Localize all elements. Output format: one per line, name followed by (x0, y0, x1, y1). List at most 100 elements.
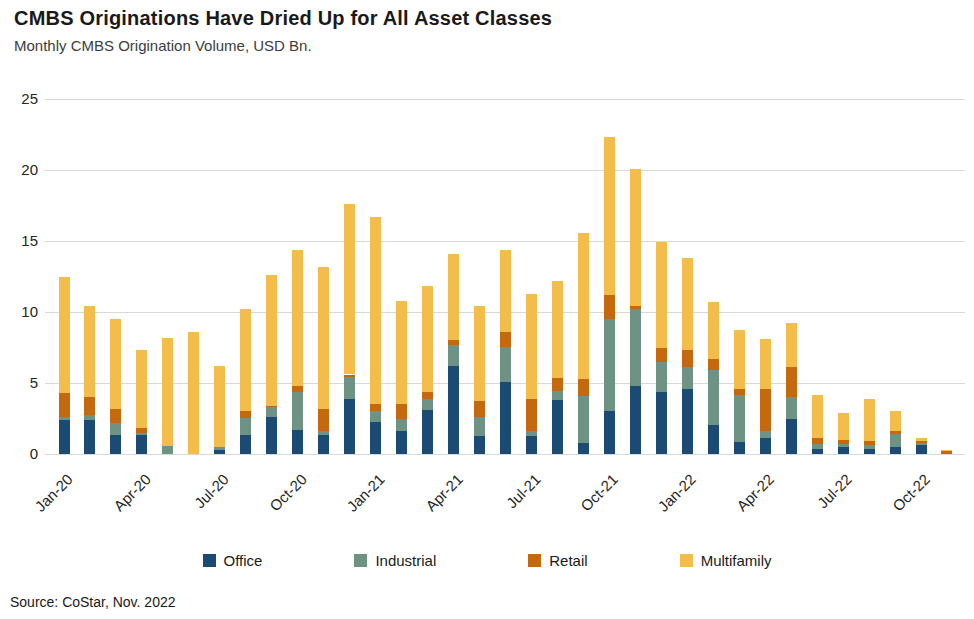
bar-Nov-21-multifamily (630, 169, 641, 306)
bar-Jun-21-office (500, 382, 511, 454)
bar-Sep-20-retail (266, 406, 277, 407)
bar-Aug-20-retail (240, 411, 251, 418)
bar-Jul-20-industrial (214, 447, 225, 450)
bar-Aug-20-office (240, 435, 251, 454)
bar-Jan-20-retail (59, 393, 70, 417)
legend-label-retail: Retail (549, 552, 587, 569)
x-tick-label-Apr-21: Apr-21 (422, 470, 466, 514)
bar-Aug-20-industrial (240, 418, 251, 435)
bar-Feb-21-multifamily (396, 301, 407, 404)
legend-label-multifamily: Multifamily (701, 552, 772, 569)
bar-Nov-22-retail (941, 451, 952, 454)
bar-Apr-21-retail (448, 340, 459, 345)
bar-Sep-22-industrial (890, 434, 901, 447)
bar-Oct-22-multifamily (916, 438, 927, 441)
bar-Feb-22-retail (708, 359, 719, 370)
bar-Jan-20-multifamily (59, 277, 70, 393)
bar-Oct-22-office (916, 445, 927, 454)
x-tick-label-Jan-22: Jan-22 (655, 470, 699, 514)
bar-Jan-21-industrial (370, 411, 381, 422)
bar-May-22-retail (786, 367, 797, 396)
bar-Dec-21-office (656, 392, 667, 454)
bar-Apr-22-office (760, 438, 771, 454)
bar-Aug-22-multifamily (864, 399, 875, 441)
x-tick-label-Oct-20: Oct-20 (266, 470, 310, 514)
legend-label-office: Office (224, 552, 263, 569)
bar-May-20-multifamily (162, 338, 173, 447)
bar-Jan-20-office (59, 420, 70, 454)
bar-Jun-22-office (812, 449, 823, 454)
bar-Apr-20-retail (136, 428, 147, 432)
bar-Mar-21-industrial (422, 399, 433, 410)
gridline-20 (45, 170, 965, 171)
bar-Mar-21-office (422, 410, 433, 454)
bar-Oct-21-retail (604, 295, 615, 319)
bar-Nov-21-retail (630, 306, 641, 310)
bar-Jul-22-office (838, 447, 849, 454)
bar-Jul-22-retail (838, 440, 849, 444)
x-tick-label-Apr-20: Apr-20 (110, 470, 154, 514)
bar-Feb-20-office (84, 420, 95, 454)
bar-Feb-22-industrial (708, 370, 719, 425)
bar-Mar-22-multifamily (734, 330, 745, 389)
y-tick-label-15: 15 (0, 232, 38, 249)
bar-Dec-21-retail (656, 348, 667, 362)
x-tick-label-Apr-22: Apr-22 (733, 470, 777, 514)
legend-label-industrial: Industrial (375, 552, 436, 569)
bar-Sep-20-office (266, 417, 277, 454)
bar-Sep-20-multifamily (266, 275, 277, 406)
legend-swatch-industrial (354, 554, 367, 567)
bar-Jun-22-multifamily (812, 395, 823, 438)
bar-Oct-22-industrial (916, 443, 927, 445)
bar-Jan-21-office (370, 422, 381, 454)
chart-subtitle: Monthly CMBS Origination Volume, USD Bn. (14, 37, 312, 54)
bar-Aug-20-multifamily (240, 309, 251, 411)
bar-Jul-22-multifamily (838, 413, 849, 440)
bar-Jul-20-office (214, 450, 225, 454)
bar-Apr-21-office (448, 366, 459, 454)
bar-Oct-20-office (292, 430, 303, 454)
bar-May-20-industrial (162, 446, 173, 454)
bar-Sep-21-office (578, 443, 589, 454)
bar-Feb-20-multifamily (84, 306, 95, 397)
bar-Mar-20-industrial (110, 423, 121, 435)
bar-Jul-20-multifamily (214, 366, 225, 447)
bar-Mar-20-multifamily (110, 319, 121, 408)
plot-area (45, 99, 965, 454)
bar-Oct-20-retail (292, 386, 303, 392)
bar-Feb-21-industrial (396, 419, 407, 431)
bar-Aug-21-multifamily (552, 281, 563, 378)
gridline-25 (45, 99, 965, 100)
y-tick-label-25: 25 (0, 90, 38, 107)
bar-Jun-20-multifamily (188, 332, 199, 454)
bar-Jun-22-retail (812, 438, 823, 444)
bar-Apr-22-multifamily (760, 339, 771, 389)
bar-Aug-22-office (864, 449, 875, 454)
bar-Sep-21-multifamily (578, 233, 589, 379)
x-tick-label-Jul-21: Jul-21 (503, 470, 544, 511)
y-tick-label-5: 5 (0, 374, 38, 391)
bar-Apr-22-retail (760, 389, 771, 430)
bar-Jul-21-multifamily (526, 294, 537, 399)
x-tick-label-Jan-21: Jan-21 (343, 470, 387, 514)
bar-Apr-20-office (136, 435, 147, 454)
bar-Aug-22-retail (864, 441, 875, 446)
bar-Oct-21-industrial (604, 319, 615, 411)
bar-Jan-22-multifamily (682, 258, 693, 350)
bar-May-21-retail (474, 401, 485, 417)
bar-May-22-office (786, 419, 797, 454)
legend-item-multifamily: Multifamily (680, 552, 772, 569)
bar-Aug-22-industrial (864, 445, 875, 449)
bar-May-21-industrial (474, 417, 485, 435)
bar-Jun-21-retail (500, 332, 511, 347)
bar-Mar-21-retail (422, 392, 433, 399)
bar-Mar-22-office (734, 442, 745, 454)
bar-Oct-22-retail (916, 441, 927, 443)
bar-Sep-21-retail (578, 379, 589, 396)
chart-title: CMBS Originations Have Dried Up for All … (14, 7, 552, 30)
bar-Dec-20-industrial (344, 377, 355, 398)
bar-Jul-21-retail (526, 399, 537, 432)
bar-Jan-21-retail (370, 404, 381, 411)
bar-Oct-20-multifamily (292, 250, 303, 386)
bar-Sep-22-office (890, 447, 901, 454)
